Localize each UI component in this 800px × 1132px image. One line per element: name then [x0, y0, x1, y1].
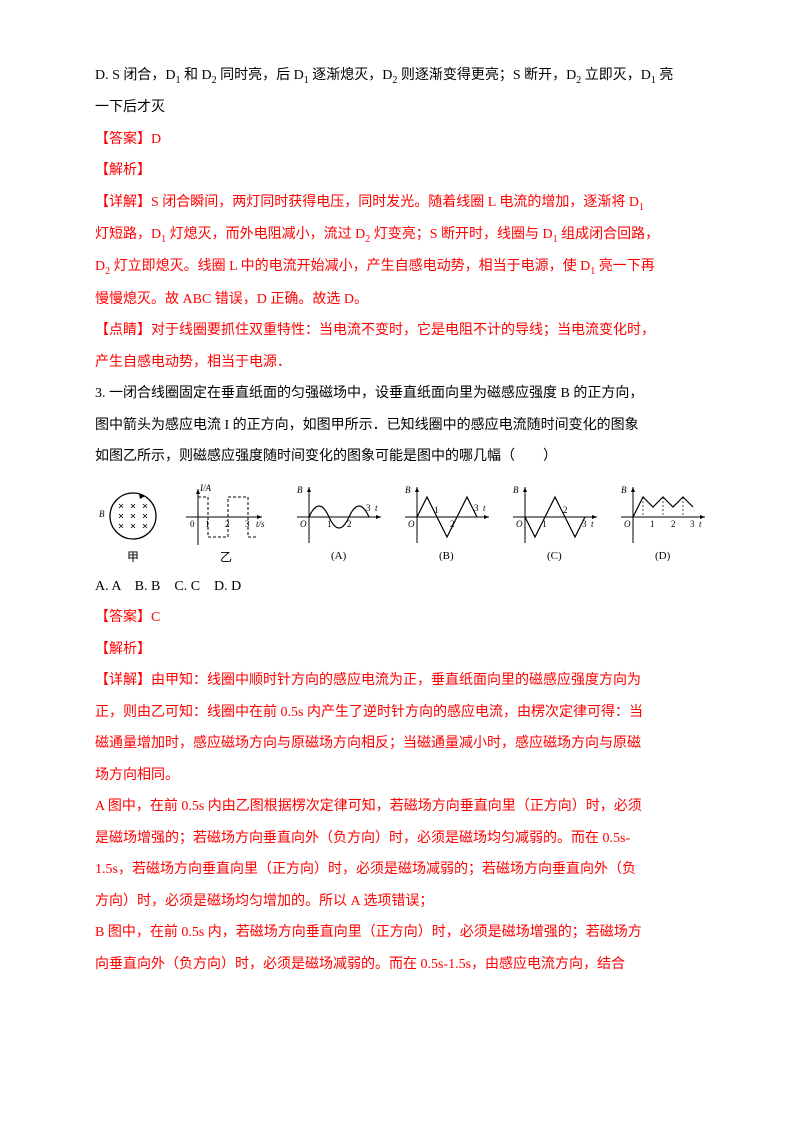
tick-3-B: 3 — [474, 503, 479, 513]
opt-d-frag6: 立即灭，D — [581, 68, 651, 83]
tick-3-D: 3 — [690, 519, 695, 529]
tick-1-C: 1 — [542, 519, 547, 529]
panel-C: B O 1 2 3 t (C) — [513, 485, 597, 562]
panel-D: B O 1 2 3 t (D) — [621, 485, 705, 562]
label-B-C: B — [513, 485, 519, 495]
jiexi-1: 【解析】 — [95, 155, 705, 187]
detail-1-l4: 慢慢熄灭。故 ABC 错误，D 正确。故选 D。 — [95, 284, 705, 316]
tick-2-yi: 2 — [225, 519, 230, 529]
opt-d-frag3: 同时亮，后 D — [217, 68, 304, 83]
tick-1-yi: 1 — [205, 519, 210, 529]
detail-2-l9: B 图中，在前 0.5s 内，若磁场方向垂直向里（正方向）时，必须是磁场增强的；… — [95, 917, 705, 949]
detail-1-l3: D2 灯立即熄灭。线圈 L 中的电流开始减小，产生自感电动势，相当于电源，使 D… — [95, 251, 705, 283]
label-D-cap: (D) — [655, 550, 671, 562]
origin-yi: 0 — [190, 519, 195, 529]
label-B-jia: B — [99, 509, 105, 519]
tick-3-yi: 3 — [245, 519, 250, 529]
panel-yi: I/A 0 1 2 3 t/s 乙 — [186, 483, 265, 564]
d1-l3-c: 亮一下再 — [595, 259, 655, 274]
answer-1: 【答案】D — [95, 124, 705, 156]
panel-jia: B 甲 — [99, 493, 156, 564]
sub-1d: 1 — [639, 202, 644, 213]
q3-l3: 如图乙所示，则磁感应强度随时间变化的图象可能是图中的哪几幅（ ） — [95, 441, 705, 473]
opt-d-frag1: D. S 闭合，D — [95, 68, 176, 83]
label-C-cap: (C) — [547, 550, 562, 562]
label-yi: 乙 — [220, 550, 232, 564]
tick-3-A: 3 — [366, 503, 371, 513]
label-B-B: B — [405, 485, 411, 495]
label-jia: 甲 — [127, 550, 139, 564]
detail-2-l7: 1.5s，若磁场方向垂直向里（正方向）时，必须是磁场减弱的；若磁场方向垂直向外（… — [95, 854, 705, 886]
origin-A: O — [300, 519, 307, 529]
d1-l2-d: 组成闭合回路， — [558, 227, 660, 242]
q3-l1: 3. 一闭合线圈固定在垂直纸面的匀强磁场中，设垂直纸面向里为磁感应强度 B 的正… — [95, 378, 705, 410]
tip-1-l2: 产生自感电动势，相当于电源． — [95, 347, 705, 379]
detail-2-l10: 向垂直向外（负方向）时，必须是磁场减弱的。而在 0.5s-1.5s，由感应电流方… — [95, 949, 705, 981]
d1-l1-a: 【详解】S 闭合瞬间，两灯同时获得电压，同时发光。随着线圈 L 电流的增加，逐渐… — [95, 195, 639, 210]
d1-l2-c: 灯变亮；S 断开时，线圈与 D — [370, 227, 552, 242]
detail-1-l2: 灯短路，D1 灯熄灭，而外电阻减小，流过 D2 灯变亮；S 断开时，线圈与 D1… — [95, 219, 705, 251]
tick-2-A: 2 — [347, 519, 352, 529]
option-line: A. A B. B C. C D. D — [95, 571, 705, 603]
label-t-A: t — [375, 503, 378, 513]
origin-C: O — [516, 519, 523, 529]
tick-2-B: 2 — [450, 519, 455, 529]
label-A: (A) — [331, 550, 347, 562]
jiexi-2: 【解析】 — [95, 634, 705, 666]
tick-3-C: 3 — [582, 519, 587, 529]
detail-2-l8: 方向）时，必须是磁场均匀增加的。所以 A 选项错误； — [95, 886, 705, 918]
option-d: D. S 闭合，D1 和 D2 同时亮，后 D1 逐渐熄灭，D2 则逐渐变得更亮… — [95, 60, 705, 92]
label-t-B: t — [483, 503, 486, 513]
tick-1-D: 1 — [650, 519, 655, 529]
opt-d-frag4: 逐渐熄灭，D — [309, 68, 393, 83]
panel-A: B O 1 2 3 t (A) — [297, 485, 381, 562]
tick-1-A: 1 — [327, 519, 332, 529]
panel-B: B O 1 2 3 t (B) — [405, 485, 489, 562]
answer-2: 【答案】C — [95, 602, 705, 634]
q3-l2: 图中箭头为感应电流 I 的正方向，如图甲所示．已知线圈中的感应电流随时间变化的图… — [95, 410, 705, 442]
label-t-D: t — [699, 519, 702, 529]
tip-1-l1: 【点睛】对于线圈要抓住双重特性：当电流不变时，它是电阻不计的导线；当电流变化时， — [95, 315, 705, 347]
label-B-D: B — [621, 485, 627, 495]
label-I-yi: I/A — [199, 483, 211, 493]
tick-1-B: 1 — [434, 505, 439, 515]
detail-2-l4: 场方向相同。 — [95, 760, 705, 792]
detail-2-l1: 【详解】由甲知：线圈中顺时针方向的感应电流为正，垂直纸面向里的磁感应强度方向为 — [95, 665, 705, 697]
opt-d-frag7: 亮 — [656, 68, 674, 83]
origin-B: O — [408, 519, 415, 529]
d1-l3-a: D — [95, 259, 105, 274]
d1-l2-b: 灯熄灭，而外电阻减小，流过 D — [166, 227, 365, 242]
detail-2-l5: A 图中，在前 0.5s 内由乙图根据楞次定律可知，若磁场方向垂直向里（正方向）… — [95, 791, 705, 823]
detail-2-l6: 是磁场增强的；若磁场方向垂直向外（负方向）时，必须是磁场均匀减弱的。而在 0.5… — [95, 823, 705, 855]
detail-2-l3: 磁通量增加时，感应磁场方向与原磁场方向相反；当磁通量减小时，感应磁场方向与原磁 — [95, 728, 705, 760]
opt-d-frag2: 和 D — [181, 68, 212, 83]
label-B-cap: (B) — [439, 550, 454, 562]
detail-1-l1: 【详解】S 闭合瞬间，两灯同时获得电压，同时发光。随着线圈 L 电流的增加，逐渐… — [95, 187, 705, 219]
tick-2-C: 2 — [563, 505, 568, 515]
option-d-cont: 一下后才灭 — [95, 92, 705, 124]
diagram-row: B 甲 I/A 0 1 2 3 t/s 乙 — [95, 473, 705, 571]
tick-2-D: 2 — [671, 519, 676, 529]
physics-diagram: B 甲 I/A 0 1 2 3 t/s 乙 — [95, 481, 705, 569]
d1-l3-b: 灯立即熄灭。线圈 L 中的电流开始减小，产生自感电动势，相当于电源，使 D — [110, 259, 590, 274]
detail-2-l2: 正，则由乙可知：线圈中在前 0.5s 内产生了逆时针方向的感应电流，由楞次定律可… — [95, 697, 705, 729]
label-B-A: B — [297, 485, 303, 495]
d1-l2-a: 灯短路，D — [95, 227, 161, 242]
label-t-C: t — [591, 519, 594, 529]
origin-D: O — [624, 519, 631, 529]
opt-d-frag5: 则逐渐变得更亮；S 断开，D — [397, 68, 576, 83]
label-t-yi: t/s — [256, 519, 265, 529]
